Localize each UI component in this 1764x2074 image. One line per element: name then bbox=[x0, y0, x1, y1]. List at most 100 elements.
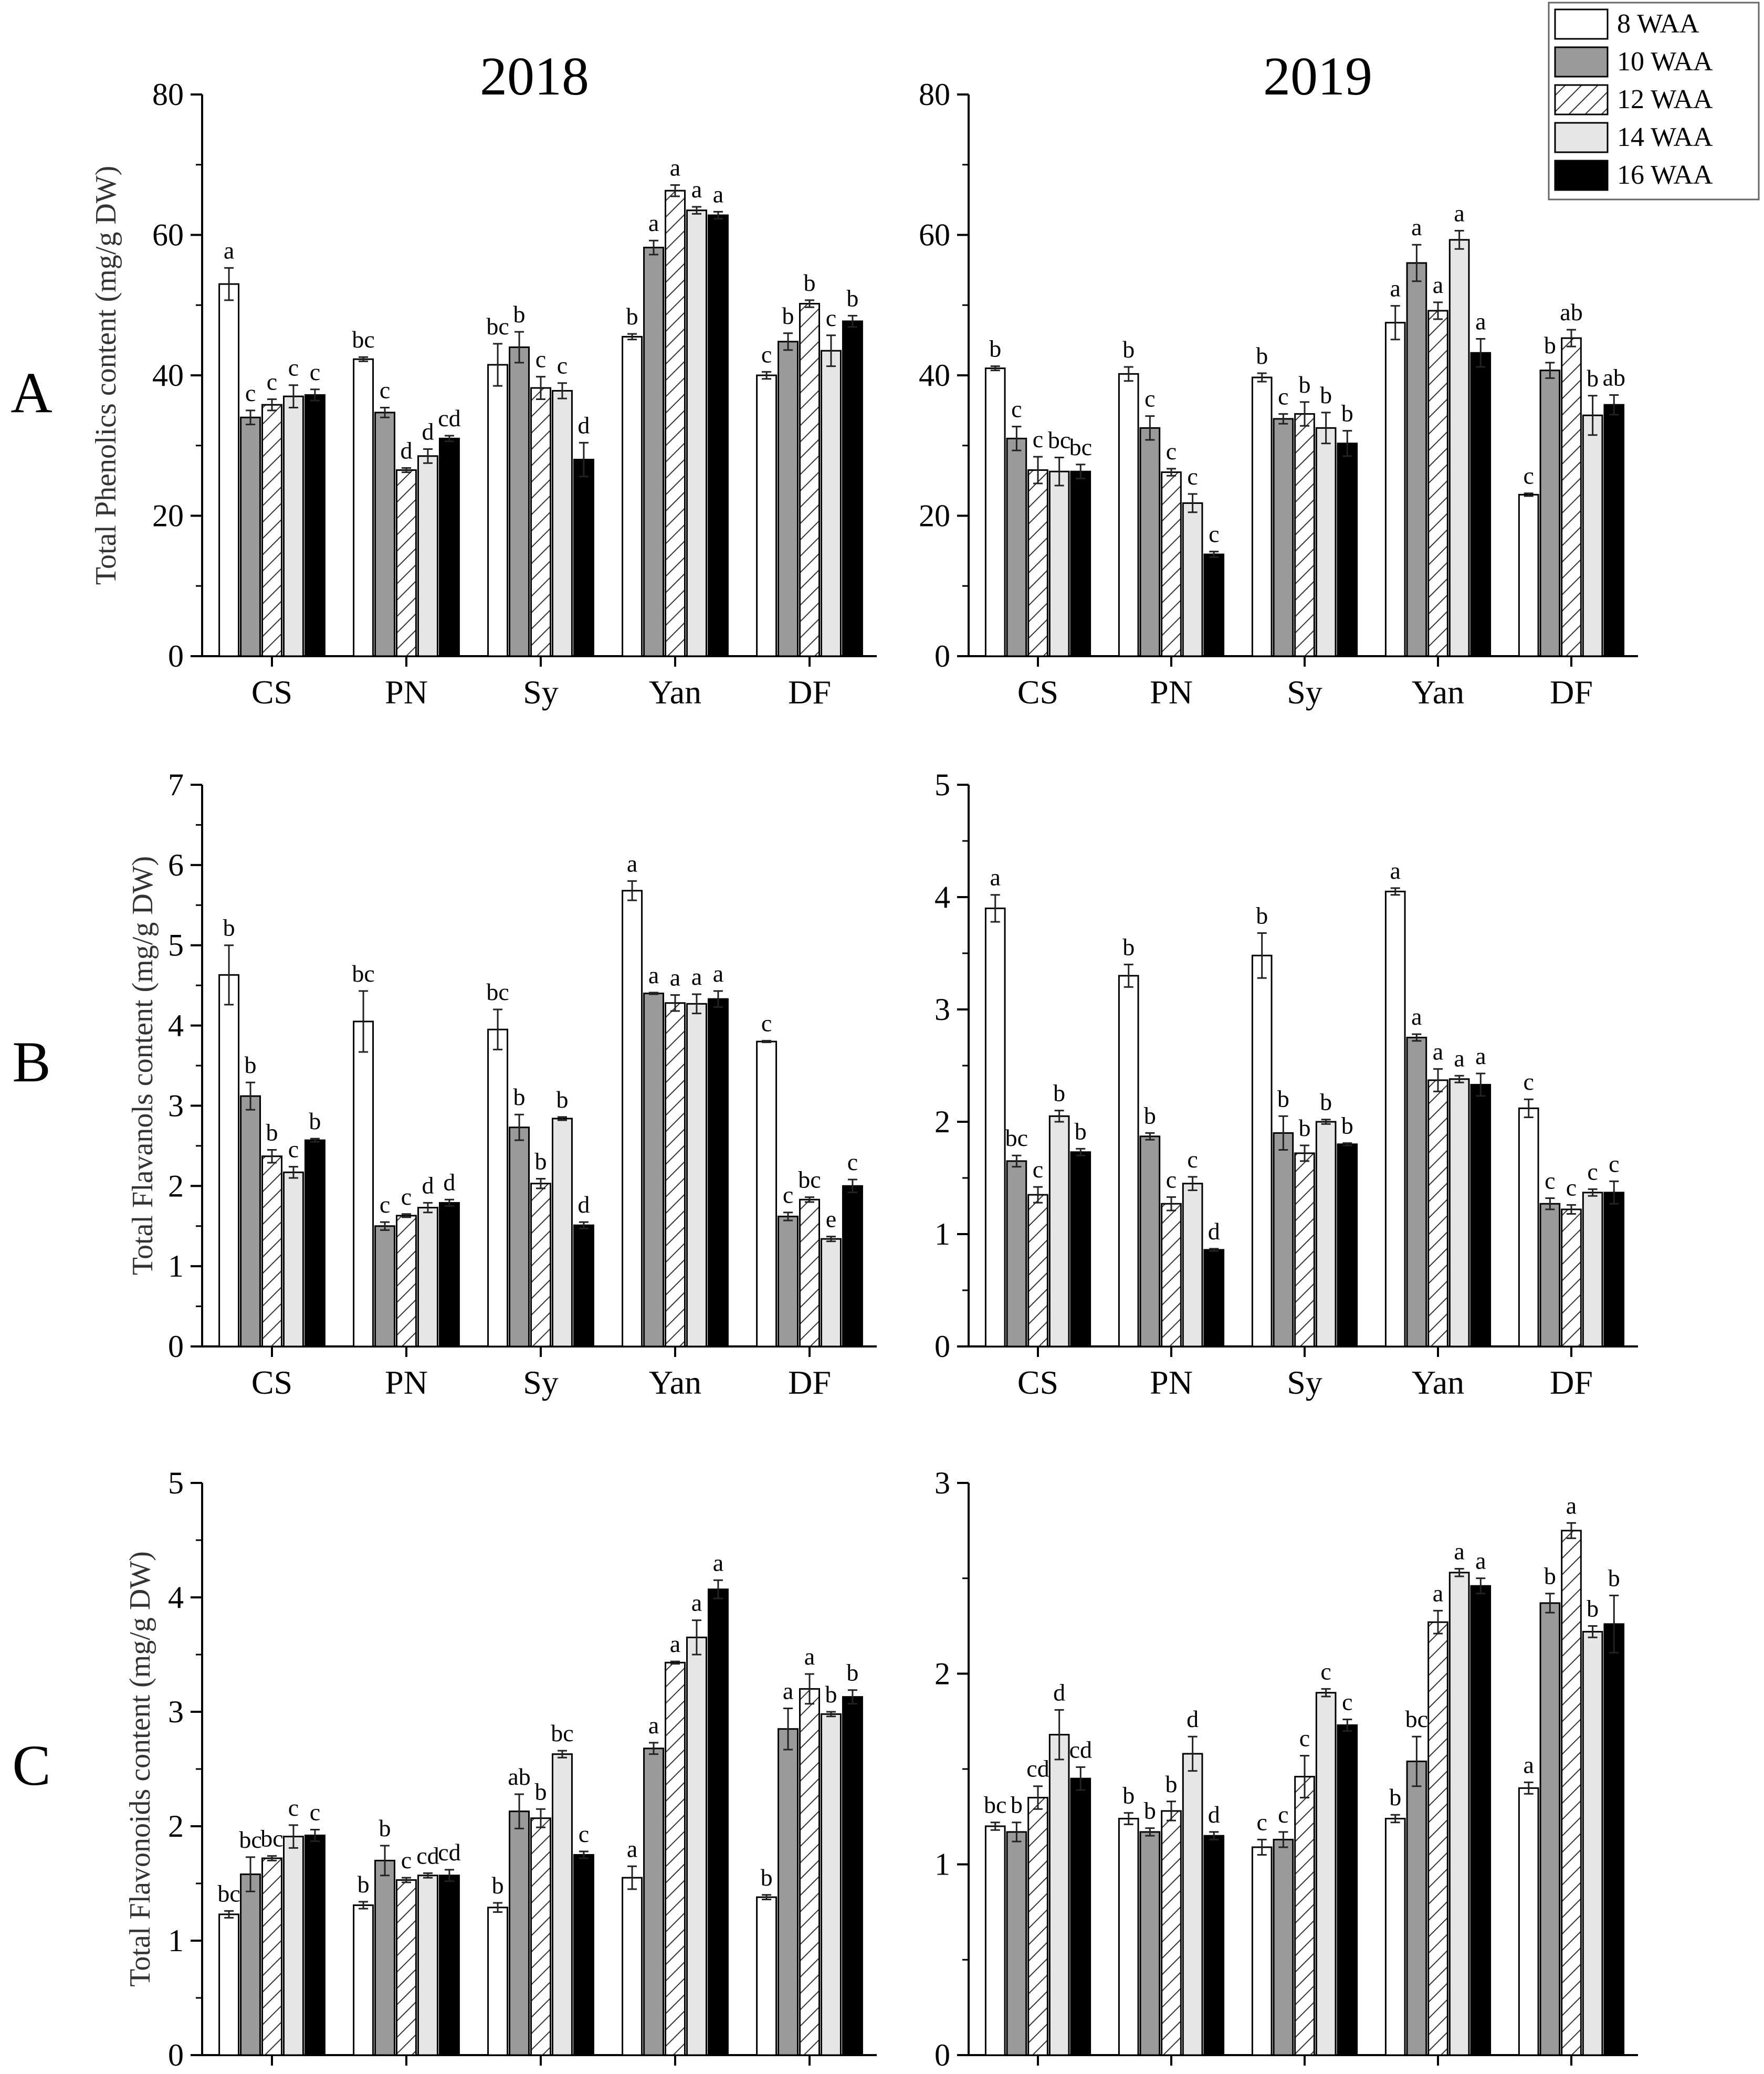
significance-letter: b bbox=[1122, 1782, 1135, 1809]
significance-letter: bc bbox=[486, 313, 509, 340]
significance-letter: b bbox=[1277, 1085, 1289, 1112]
bar bbox=[438, 1875, 460, 2056]
bar bbox=[1337, 443, 1358, 657]
bar bbox=[1027, 1194, 1048, 1347]
bar bbox=[1273, 1132, 1294, 1347]
bar bbox=[643, 992, 665, 1347]
significance-letter: b bbox=[626, 303, 638, 330]
significance-letter: a bbox=[1475, 308, 1486, 334]
bar bbox=[573, 459, 594, 657]
bar bbox=[573, 1224, 594, 1347]
legend-label-1: 10 WAA bbox=[1617, 47, 1713, 77]
significance-letter: a bbox=[713, 1549, 723, 1576]
bar bbox=[218, 283, 240, 657]
bar bbox=[622, 890, 643, 1347]
bar bbox=[799, 303, 820, 657]
legend-swatch-0 bbox=[1554, 8, 1609, 40]
x-tick-label-df: DF bbox=[1550, 673, 1593, 711]
y-tick-label: 0 bbox=[168, 1329, 184, 1364]
x-tick-label-cs: CS bbox=[1017, 1364, 1058, 1401]
y-tick-label: 1 bbox=[168, 1923, 184, 1958]
bar bbox=[551, 1118, 573, 1347]
bar bbox=[1118, 1817, 1139, 2056]
significance-letter: c bbox=[761, 341, 772, 367]
significance-letter: c bbox=[1209, 521, 1219, 548]
significance-letter: a bbox=[1454, 199, 1464, 226]
significance-letter: c bbox=[1144, 385, 1155, 412]
significance-letter: b bbox=[1389, 1784, 1401, 1810]
bar bbox=[261, 404, 282, 657]
bar bbox=[643, 247, 665, 657]
y-tick-label: 1 bbox=[168, 1249, 184, 1283]
significance-letter: b bbox=[245, 1051, 257, 1078]
significance-letter: b bbox=[846, 1659, 858, 1686]
significance-letter: bc bbox=[1069, 434, 1092, 460]
bar bbox=[984, 1825, 1006, 2056]
significance-letter: c bbox=[380, 377, 390, 404]
significance-letter: c bbox=[1187, 463, 1198, 490]
significance-letter: b bbox=[266, 1119, 278, 1146]
significance-letter: d bbox=[401, 437, 413, 464]
significance-letter: b bbox=[1256, 902, 1268, 929]
significance-letter: bc bbox=[260, 1825, 283, 1852]
bar bbox=[438, 1202, 460, 1347]
legend: 8 WAA 10 WAA 12 WAA 14 WAA 16 WAA bbox=[1548, 2, 1760, 201]
bar bbox=[665, 189, 686, 657]
significance-letter: c bbox=[1166, 1166, 1177, 1193]
bar bbox=[573, 1854, 594, 2056]
bar bbox=[1561, 1208, 1582, 1347]
bar bbox=[778, 341, 799, 657]
significance-letter: bc bbox=[1005, 1124, 1028, 1151]
bar bbox=[1027, 469, 1048, 657]
year-title-2019: 2019 bbox=[1263, 46, 1372, 107]
bar bbox=[1182, 1753, 1203, 2056]
x-tick-label-df: DF bbox=[788, 673, 831, 711]
significance-letter: c bbox=[401, 1847, 412, 1873]
bar bbox=[1048, 1115, 1070, 1347]
significance-letter: b bbox=[513, 1083, 526, 1110]
bar bbox=[686, 1636, 707, 2056]
bar bbox=[1448, 1572, 1470, 2056]
y-tick-label: 5 bbox=[168, 1466, 184, 1500]
y-tick-label: 60 bbox=[919, 218, 950, 252]
significance-letter: b bbox=[1011, 1792, 1023, 1818]
bar bbox=[509, 1810, 530, 2056]
bar bbox=[1337, 1724, 1358, 2056]
bar bbox=[1518, 1107, 1539, 1347]
significance-letter: a bbox=[1475, 1043, 1486, 1069]
bar bbox=[1539, 1602, 1561, 2056]
x-tick-label-sy: Sy bbox=[1287, 1364, 1322, 1401]
x-tick-label-sy: Sy bbox=[523, 2072, 559, 2074]
x-tick-label-df: DF bbox=[1550, 1364, 1593, 1401]
significance-letter: c bbox=[245, 380, 256, 406]
significance-letter: c bbox=[1524, 1068, 1534, 1095]
y-tick-label: 5 bbox=[934, 767, 950, 802]
bar bbox=[551, 1753, 573, 2056]
significance-letter: c bbox=[536, 346, 546, 373]
significance-letter: c bbox=[310, 1799, 320, 1826]
y-tick-label: 2 bbox=[934, 1104, 950, 1139]
bar bbox=[353, 358, 374, 657]
bar bbox=[1251, 1846, 1273, 2056]
bar bbox=[686, 1003, 707, 1347]
bar bbox=[1161, 1203, 1182, 1347]
significance-letter: b bbox=[782, 302, 794, 329]
bar bbox=[551, 389, 573, 657]
bar bbox=[707, 214, 729, 657]
significance-letter: b bbox=[1122, 336, 1135, 363]
significance-letter: d bbox=[422, 418, 434, 445]
bar bbox=[1470, 1585, 1492, 2056]
bar bbox=[487, 364, 509, 657]
significance-letter: a bbox=[1454, 1045, 1464, 1071]
x-tick-label-pn: PN bbox=[1150, 1364, 1193, 1401]
legend-swatch-1 bbox=[1554, 46, 1609, 78]
significance-letter: a bbox=[804, 1643, 815, 1670]
bar bbox=[1406, 1037, 1427, 1347]
significance-letter: a bbox=[1433, 1038, 1443, 1065]
bar bbox=[778, 1215, 799, 1347]
bar bbox=[353, 1020, 374, 1347]
bar bbox=[1561, 337, 1582, 657]
bar bbox=[707, 998, 729, 1347]
bar bbox=[240, 416, 261, 657]
